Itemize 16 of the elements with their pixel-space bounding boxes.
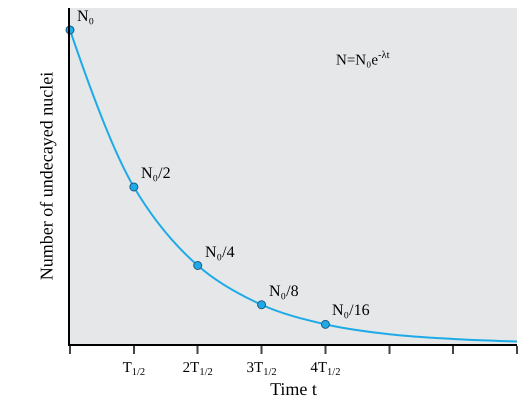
point (193, 261, 202, 270)
x-tick-label: T$_{1/2}$ (122, 360, 146, 378)
annotation: N₀/8 (269, 283, 299, 300)
y-axis-title: Number of undecayed nuclei (36, 72, 57, 280)
text: N₀ (77, 8, 94, 25)
x-tick-label: 2T$_{1/2}$ (182, 360, 213, 378)
annotation: N₀/16 (332, 302, 370, 319)
x-axis-title: Time t (270, 378, 317, 399)
point (320, 320, 330, 329)
point (129, 182, 138, 192)
annotation: N₀/2 (141, 165, 171, 182)
annotation: N=N₀e$^{-λt}$ (336, 50, 390, 68)
x-tick-label: 4T$_{1/2}$ (310, 360, 340, 378)
x-tick-label: 3T$_{1/2}$ (246, 360, 277, 378)
point (257, 300, 266, 310)
annotation: N₀/4 (205, 244, 235, 261)
